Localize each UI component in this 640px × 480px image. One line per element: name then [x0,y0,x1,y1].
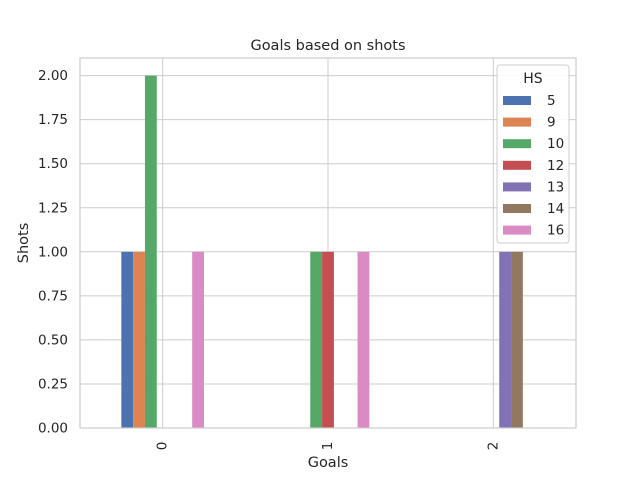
legend-title: HS [523,71,543,87]
bar-hs-5-goals-0 [121,251,134,428]
legend-label: 10 [547,136,564,152]
bar-hs-12-goals-1 [322,251,334,428]
y-tick-label: 0.25 [38,376,68,392]
y-tick-label: 1.75 [38,112,68,128]
y-tick-label: 0.00 [38,421,68,437]
legend-label: 16 [547,223,564,239]
bar-hs-16-goals-1 [357,251,370,428]
legend-swatch [503,139,531,149]
y-tick-label: 0.75 [38,288,68,304]
legend-label: 13 [547,179,564,195]
bar-hs-10-goals-0 [144,75,157,428]
legend-label: 9 [547,115,556,131]
legend-label: 14 [547,201,564,217]
y-axis-label: Shots [16,223,32,264]
legend-label: 12 [547,158,564,174]
bar-hs-16-goals-0 [192,251,204,428]
x-tick-labels: 0 1 2 [155,442,502,451]
plot-frame [79,57,577,429]
legend-swatch [503,117,531,127]
legend-swatch [503,96,531,105]
y-tick-label: 1.25 [38,200,68,216]
legend-box [496,64,570,244]
y-tick-label: 2.00 [38,68,68,84]
x-tick-label: 2 [485,442,501,451]
x-tick-label: 1 [320,442,336,451]
bar-hs-10-goals-1 [310,251,323,428]
y-tick-labels: 0.00 0.25 0.50 0.75 1.00 1.25 1.50 1.75 2.00 [38,68,68,436]
x-axis-label: Goals [308,455,349,471]
y-tick-label: 1.50 [38,156,68,172]
bar-hs-13-goals-2 [499,251,512,428]
legend-swatch [503,225,531,235]
bars [121,75,523,428]
y-tick-label: 1.00 [38,244,68,260]
legend-swatch [503,182,531,192]
legend: HS 5 9 10 12 13 14 16 [496,64,570,244]
bar-hs-9-goals-0 [133,251,145,428]
legend-items: 5 9 10 12 13 14 16 [503,93,564,239]
bar-hs-14-goals-2 [511,251,523,428]
x-tick-label: 0 [155,442,171,451]
chart-title: Goals based on shots [250,38,405,54]
legend-swatch [503,204,531,213]
y-tick-label: 0.50 [38,332,68,348]
legend-label: 5 [547,93,556,109]
legend-swatch [503,160,531,170]
